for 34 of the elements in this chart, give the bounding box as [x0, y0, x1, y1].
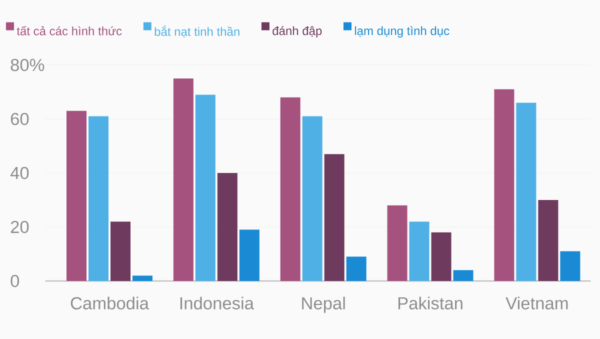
bar	[324, 154, 344, 281]
bar	[66, 110, 86, 281]
bar	[132, 276, 152, 281]
bar	[494, 89, 514, 281]
bar	[173, 78, 194, 281]
bar	[346, 256, 366, 281]
bar	[560, 251, 580, 281]
x-tick-label: Indonesia	[180, 296, 254, 310]
legend-label: lạm dụng tình dục	[354, 26, 450, 38]
y-tick-label: 80%	[10, 58, 44, 72]
bar	[409, 222, 430, 281]
bar	[280, 97, 300, 281]
x-tick-label: Vietnam	[506, 296, 568, 310]
bar	[516, 102, 536, 281]
bar	[387, 205, 408, 281]
y-tick-label: 0	[10, 274, 20, 288]
legend-label: đánh đập	[272, 26, 322, 38]
y-tick-label: 60	[10, 112, 29, 126]
bar	[538, 200, 558, 281]
y-tick-label: 40	[10, 166, 29, 180]
legend-label: bắt nạt tinh thần	[154, 25, 240, 38]
bar	[88, 116, 108, 281]
bar	[195, 94, 216, 281]
x-tick-label: Nepal	[302, 296, 345, 313]
bar	[239, 230, 260, 281]
bar	[453, 270, 474, 281]
x-tick-label: Cambodia	[70, 296, 149, 310]
bar	[110, 222, 130, 281]
bar	[431, 232, 452, 281]
y-tick-label: 20	[10, 220, 29, 234]
x-tick-label: Pakistan	[398, 296, 462, 310]
bar	[217, 172, 238, 281]
legend-label: tất cả các hình thức	[16, 26, 122, 36]
bar	[302, 116, 322, 281]
